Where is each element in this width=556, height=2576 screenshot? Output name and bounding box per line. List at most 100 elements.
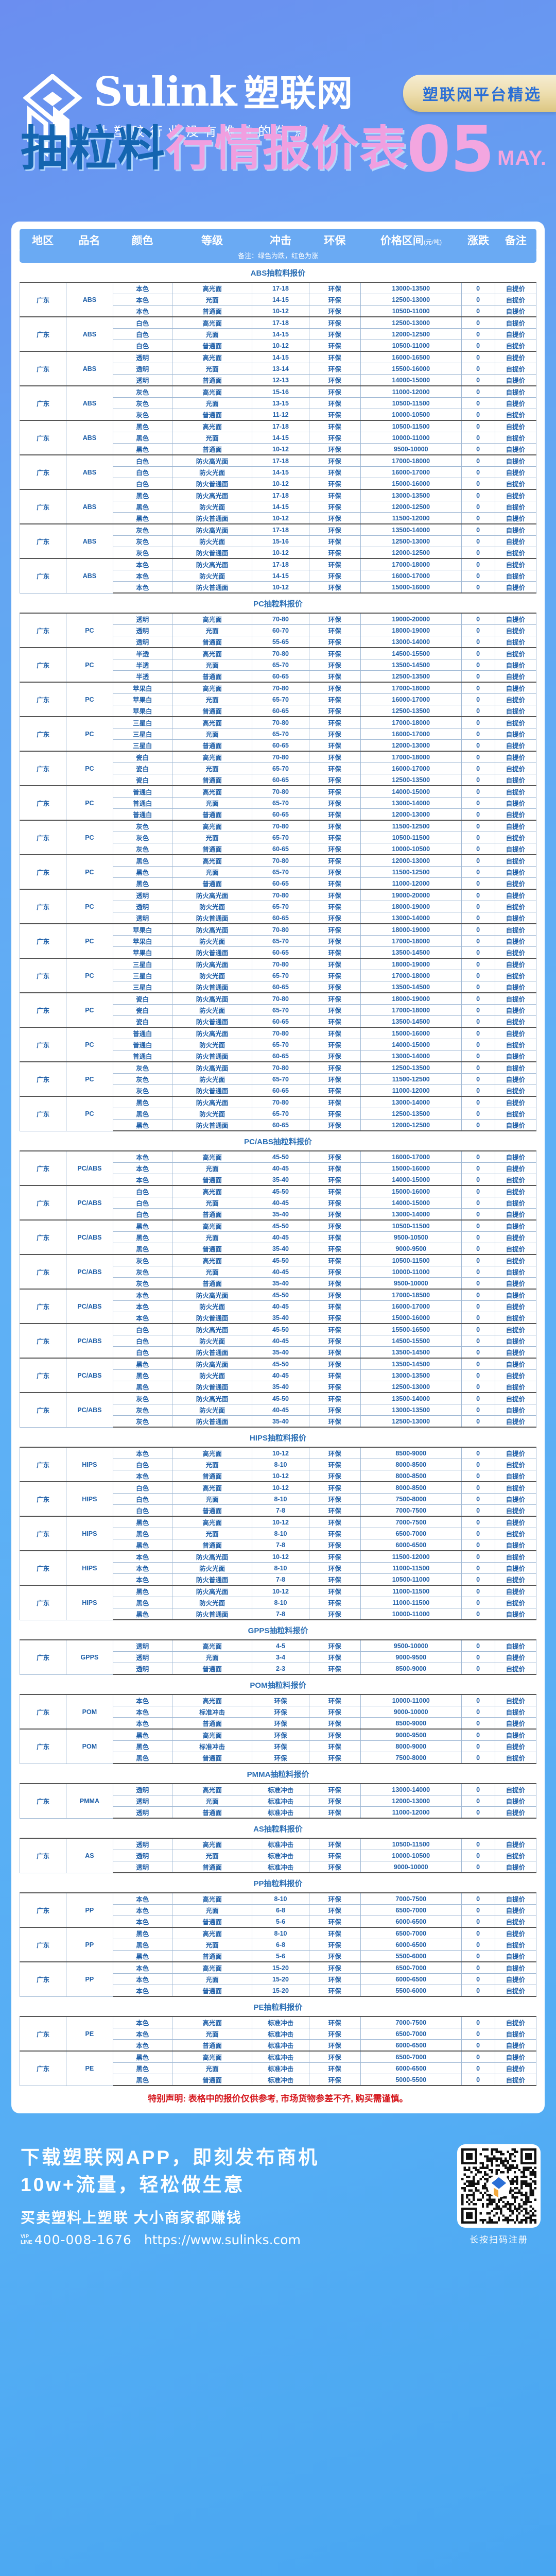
cell-change: 0 (461, 1550, 495, 1563)
table-row: 灰色 光面 13-15 环保 10500-11500 0 自提价 (20, 397, 537, 409)
cell-env: 环保 (308, 1392, 361, 1404)
cell-impact: 70-80 (252, 1027, 309, 1039)
cell-change: 0 (461, 363, 495, 375)
cell-grade: 防火光面 (171, 1073, 253, 1085)
table-row: 黑色 防火光面 8-10 环保 11000-11500 0 自提价 (20, 1597, 537, 1608)
cell-impact: 65-70 (252, 970, 309, 981)
cell-note: 自提价 (494, 1597, 537, 1608)
cell-change: 0 (461, 1470, 495, 1482)
cell-impact: 14-15 (252, 294, 309, 306)
cell-note: 自提价 (494, 1939, 537, 1951)
cell-price: 12500-13000 (360, 1415, 462, 1428)
cell-env: 环保 (308, 1550, 361, 1563)
cell-region: 广东 (19, 1481, 67, 1517)
cell-change: 0 (461, 935, 495, 947)
cell-change: 0 (461, 581, 495, 594)
cell-color: 灰色 (112, 1392, 172, 1404)
cell-note: 自提价 (494, 432, 537, 444)
cell-change: 0 (461, 478, 495, 490)
cell-grade: 普通面 (171, 2039, 253, 2052)
cell-env: 环保 (308, 901, 361, 912)
cell-change: 0 (461, 2074, 495, 2086)
cell-price: 13500-14500 (360, 981, 462, 993)
footer-phone[interactable]: 400-008-1676 (34, 2232, 132, 2248)
cell-price: 10500-11000 (360, 305, 462, 317)
cell-env: 环保 (308, 1838, 361, 1850)
footer-url[interactable]: https://www.sulinks.com (144, 2232, 301, 2248)
cell-color: 本色 (112, 2016, 172, 2028)
cell-region: 广东 (19, 820, 67, 855)
cell-impact: 15-20 (252, 1961, 309, 1974)
cell-price: 10000-10500 (360, 843, 462, 855)
cell-env: 环保 (308, 282, 361, 294)
cell-note: 自提价 (494, 2050, 537, 2063)
cell-env: 环保 (308, 992, 361, 1005)
section-title: PE抽粒料报价 (253, 2003, 303, 2012)
cell-env: 环保 (308, 2039, 361, 2052)
cell-env: 环保 (308, 2028, 361, 2040)
cell-change: 0 (461, 785, 495, 798)
cell-change: 0 (461, 385, 495, 398)
cell-price: 6000-6500 (360, 1539, 462, 1551)
cell-env: 环保 (308, 854, 361, 867)
section-title: PP抽粒料报价 (253, 1879, 303, 1888)
cell-product: PC (66, 958, 113, 993)
cell-env: 环保 (308, 705, 361, 717)
cell-price: 10000-11000 (360, 432, 462, 444)
cell-impact: 60-65 (252, 739, 309, 752)
cell-impact: 5-6 (252, 1916, 309, 1928)
cell-price: 5500-6000 (360, 1985, 462, 1997)
cell-env: 环保 (308, 1470, 361, 1482)
cell-change: 0 (461, 1300, 495, 1312)
cell-change: 0 (461, 705, 495, 717)
cell-color: 黑色 (112, 512, 172, 524)
cell-env: 环保 (308, 1004, 361, 1016)
cell-impact: 60-65 (252, 705, 309, 717)
brand-text: Sulink 塑联网 让塑胶行业没有难做的生意 (94, 72, 353, 140)
cell-grade: 光面 (171, 1904, 253, 1916)
cell-color: 灰色 (112, 1073, 172, 1085)
cell-impact: 60-70 (252, 624, 309, 636)
cell-grade: 光面 (171, 1459, 253, 1470)
cell-env: 环保 (308, 1231, 361, 1243)
cell-note: 自提价 (494, 547, 537, 559)
cell-price: 13000-14000 (360, 1783, 462, 1795)
cell-color: 黑色 (112, 443, 172, 455)
cell-change: 0 (461, 613, 495, 625)
cell-change: 0 (461, 693, 495, 705)
cell-grade: 普通面 (171, 774, 253, 786)
cell-color: 白色 (112, 340, 172, 352)
section-title: HIPS抽粒料报价 (249, 1434, 306, 1443)
cell-color: 灰色 (112, 1084, 172, 1097)
cell-change: 0 (461, 1481, 495, 1494)
cell-grade: 高光面 (171, 1892, 253, 1905)
cell-env: 环保 (308, 693, 361, 705)
cell-product: PC/ABS (66, 1150, 113, 1186)
cell-env: 环保 (308, 1289, 361, 1301)
table-row: 黑色 普通面 标准冲击 环保 5000-5500 0 自提价 (20, 2074, 537, 2086)
qr-code[interactable] (457, 2144, 541, 2228)
cell-note: 自提价 (494, 1573, 537, 1586)
cell-note: 自提价 (494, 1039, 537, 1050)
cell-note: 自提价 (494, 2028, 537, 2040)
cell-region: 广东 (19, 1927, 67, 1962)
table-row: 本色 普通面 5-6 环保 6000-6500 0 自提价 (20, 1916, 537, 1928)
table-row: 广东 HIPS 本色 防火高光面 10-12 环保 11500-12000 0 自提价 (19, 1550, 537, 1586)
cell-grade: 防火光面 (171, 570, 253, 582)
cell-impact: 10-12 (252, 1470, 309, 1482)
cell-grade: 防火高光面 (171, 958, 253, 970)
cell-price: 13500-14000 (360, 1392, 462, 1404)
cell-env: 环保 (308, 636, 361, 648)
cell-region: 广东 (19, 316, 67, 352)
table-row: 广东 PP 本色 高光面 8-10 环保 7000-7500 0 自提价 (19, 1892, 537, 1928)
cell-grade: 光面 (171, 1939, 253, 1951)
price-table-card: 地区 品名 颜色 等级 冲击 环保 价格区间(元/吨) 涨跌 备注 备注：绿色为… (11, 222, 545, 2113)
cell-color: 本色 (112, 570, 172, 582)
cell-grade: 普通面 (171, 705, 253, 717)
cell-region: 广东 (19, 958, 67, 993)
cell-change: 0 (461, 1706, 495, 1718)
cell-product: PC (66, 992, 113, 1028)
cell-color: 白色 (112, 1346, 172, 1359)
footer-qr-block: 长按扫码注册 (457, 2144, 541, 2245)
